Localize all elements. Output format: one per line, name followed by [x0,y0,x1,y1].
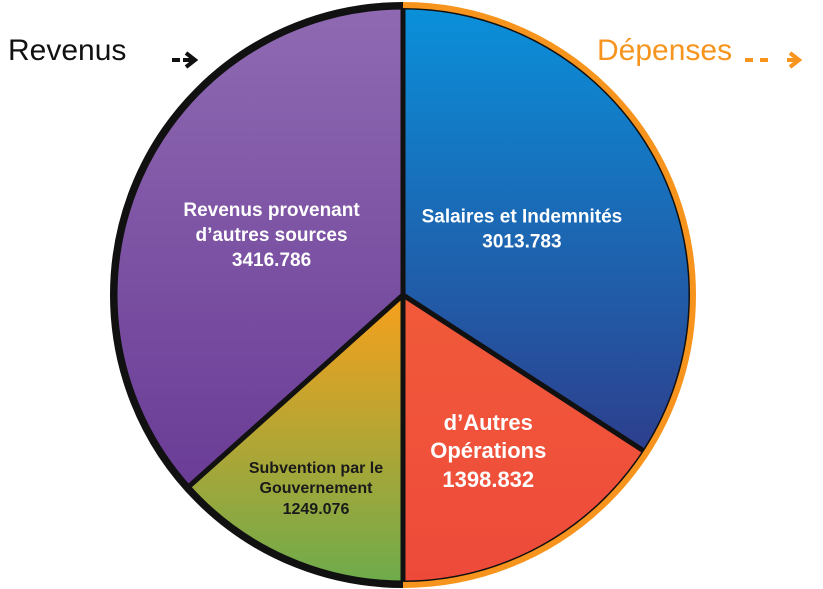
slice-category: d’Autres Opérations [430,409,547,464]
legend-revenus: Revenus [8,34,127,67]
slice-value: 1398.832 [442,467,535,493]
slice-category: Salaires et Indemnités [421,206,623,228]
slice-label: Revenus provenant d’autres sources 3416.7… [157,199,387,273]
half-outline [110,2,404,588]
arrow-icon [745,51,803,69]
slice-category: Revenus provenant d’autres sources [183,200,360,246]
slice-value: 1249.076 [282,500,350,518]
arrow-icon [172,51,199,69]
half-outline [402,2,696,588]
slice-label: d’Autres Opérations 1398.832 [403,409,573,495]
legend-depenses: Dépenses [597,34,733,67]
slice-category: Subvention par le Gouvernement [248,459,384,498]
slice-value: 3416.786 [231,249,312,271]
slice-label: Subvention par le Gouvernement 1249.076 [226,458,406,520]
slice-value: 3013.783 [482,231,562,253]
slice-label: Salaires et Indemnités 3013.783 [392,206,652,255]
